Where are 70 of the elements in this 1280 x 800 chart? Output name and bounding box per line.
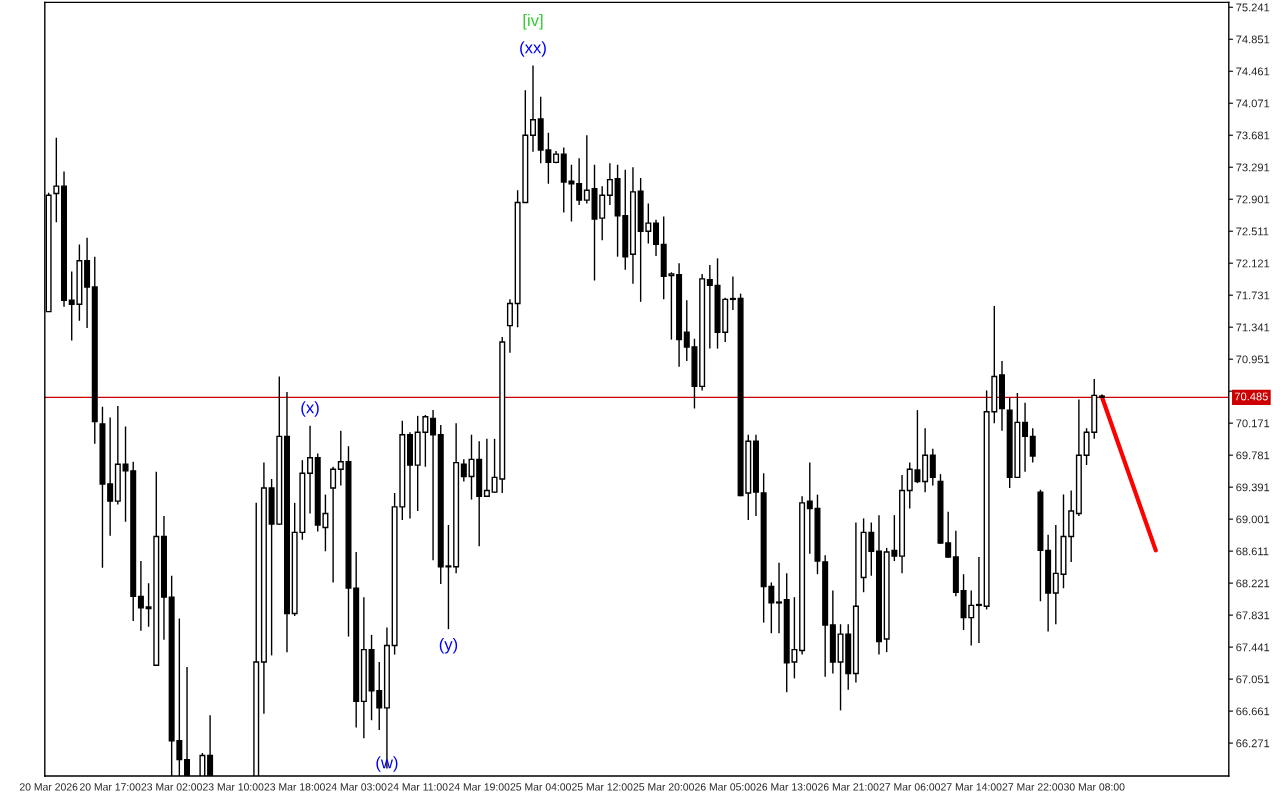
- x-tick-label: 26 Mar 13:00: [756, 783, 818, 791]
- y-tick-label: 66.661: [1236, 707, 1270, 716]
- y-tick-label: 72.901: [1236, 195, 1270, 204]
- candlestick: [53, 137, 60, 223]
- x-tick-label: 23 Mar 10:00: [203, 783, 264, 791]
- candlestick: [137, 560, 144, 632]
- x-tick-label: 23 Mar 18:00: [264, 783, 325, 791]
- candlestick: [606, 162, 613, 206]
- candlestick: [975, 556, 982, 644]
- y-tick-label: 68.611: [1236, 547, 1269, 556]
- candlestick: [483, 438, 490, 498]
- x-tick-label: 20 Mar 17:00: [79, 783, 141, 791]
- y-tick-label: 74.461: [1236, 67, 1270, 76]
- candlestick: [929, 447, 936, 487]
- x-tick-label: 27 Mar 14:00: [941, 783, 1002, 791]
- y-tick-label: 70.951: [1236, 355, 1270, 364]
- y-tick-label: 69.391: [1236, 483, 1270, 492]
- candlestick: [330, 466, 337, 584]
- candlestick: [460, 458, 467, 483]
- y-tick-label: 67.441: [1236, 643, 1270, 652]
- candlestick: [1052, 524, 1059, 625]
- candlestick: [1022, 402, 1029, 473]
- x-tick-label: 24 Mar 11:00: [387, 783, 448, 791]
- y-tick-label: 70.171: [1236, 419, 1270, 428]
- annotation: (y): [439, 638, 458, 654]
- candlestick: [430, 409, 437, 561]
- y-tick-label: 73.291: [1236, 163, 1270, 172]
- x-tick-label: 20 Mar 2026: [19, 783, 78, 791]
- y-tick-label: 74.851: [1236, 35, 1270, 44]
- y-tick-label: 66.271: [1236, 739, 1270, 748]
- y-tick-label: 75.241: [1236, 3, 1270, 12]
- x-tick-label: 24 Mar 03:00: [326, 783, 387, 791]
- y-tick-label: 74.071: [1236, 99, 1270, 108]
- candlestick: [107, 416, 114, 537]
- ref-line-label: 70.485: [1234, 392, 1268, 401]
- candlestick: [530, 64, 537, 153]
- x-tick-label: 26 Mar 05:00: [695, 783, 756, 791]
- candlestick: [729, 275, 736, 311]
- x-tick-label: 27 Mar 06:00: [879, 783, 941, 791]
- annotation: [iv]: [523, 13, 543, 30]
- x-tick-label: 27 Mar 22:00: [1002, 783, 1064, 791]
- y-tick-label: 68.221: [1236, 579, 1270, 588]
- annotation: (xx): [520, 41, 546, 57]
- x-tick-label: 25 Mar 04:00: [510, 783, 571, 791]
- candlestick: [945, 511, 952, 559]
- y-tick-label: 71.731: [1236, 291, 1270, 300]
- candlestick: [583, 134, 590, 205]
- candlestick: [776, 562, 783, 634]
- candlestick: [1029, 427, 1036, 464]
- y-tick-label: 73.681: [1236, 131, 1270, 140]
- y-tick-label: 72.511: [1236, 227, 1269, 236]
- candlestick: [576, 157, 583, 206]
- y-tick-label: 67.051: [1236, 675, 1270, 684]
- candlestick: [653, 219, 660, 257]
- y-tick-label: 67.831: [1236, 611, 1270, 620]
- annotation: (x): [301, 401, 319, 417]
- x-tick-label: 25 Mar 12:00: [572, 783, 633, 791]
- candlestick: [506, 298, 513, 354]
- x-tick-label: 25 Mar 20:00: [633, 783, 694, 791]
- annotation: (w): [376, 756, 398, 772]
- x-tick-label: 26 Mar 21:00: [818, 783, 879, 791]
- x-tick-label: 23 Mar 02:00: [141, 783, 202, 791]
- y-tick-label: 71.341: [1236, 323, 1270, 332]
- candlestick: [706, 264, 713, 350]
- y-tick-label: 72.121: [1236, 259, 1270, 268]
- x-tick-label: 30 Mar 08:00: [1063, 783, 1125, 791]
- y-tick-label: 69.001: [1236, 515, 1270, 524]
- y-tick-label: 69.781: [1236, 451, 1270, 460]
- x-tick-label: 24 Mar 19:00: [449, 783, 510, 791]
- candlestick: [307, 425, 314, 515]
